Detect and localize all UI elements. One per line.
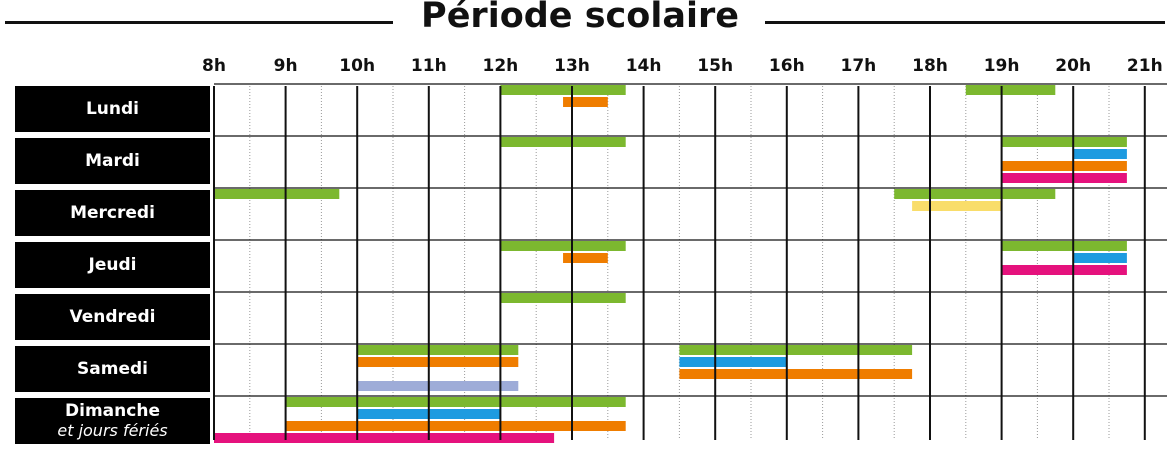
activity-bar-orange [563, 97, 608, 107]
activity-bar-blue [679, 357, 787, 367]
activity-bar-green [965, 85, 1056, 95]
hour-label: 19h [983, 56, 1020, 76]
activity-bar-green [894, 189, 1056, 199]
activity-bar-orange [1001, 161, 1127, 171]
day-label-box: Mercredi [15, 190, 210, 236]
activity-bar-green [357, 345, 519, 355]
activity-bar-green [285, 397, 626, 407]
activity-bar-green [1001, 241, 1127, 251]
hour-label: 9h [273, 56, 298, 76]
activity-bar-green [1001, 137, 1127, 147]
day-label-box: Mardi [15, 138, 210, 184]
day-name: Mardi [85, 151, 140, 171]
day-subtitle: et jours fériés [57, 421, 168, 440]
activity-bar-orange [679, 369, 913, 379]
activity-bar-lavender [357, 381, 519, 391]
activity-bar-orange [357, 357, 519, 367]
activity-bar-green [500, 137, 626, 147]
title-line-right [765, 21, 1165, 24]
hour-label: 10h [339, 56, 376, 76]
day-name: Dimanche [65, 401, 160, 421]
day-label-box: Vendredi [15, 294, 210, 340]
activity-bar-magenta [214, 433, 555, 443]
hour-label: 15h [697, 56, 734, 76]
hour-label: 21h [1126, 56, 1163, 76]
day-name: Samedi [77, 359, 148, 379]
day-label-box: Dimanche et jours fériés [15, 398, 210, 444]
activity-bar-green [214, 189, 340, 199]
hour-label: 13h [554, 56, 590, 76]
activity-bar-green [679, 345, 913, 355]
activity-bar-green [500, 293, 626, 303]
activity-bar-yellow [912, 201, 1002, 211]
chart-title: Période scolaire [421, 0, 739, 36]
activity-bar-orange [285, 421, 626, 431]
day-label-box: Jeudi [15, 242, 210, 288]
hour-label: 16h [768, 56, 805, 76]
day-name: Vendredi [69, 307, 156, 327]
hour-label: 14h [625, 56, 662, 76]
activity-bar-orange [563, 253, 608, 263]
hour-label: 8h [202, 56, 226, 76]
day-name: Jeudi [88, 255, 137, 275]
hour-label: 12h [482, 56, 519, 76]
day-label-box: Samedi [15, 346, 210, 392]
hour-label: 20h [1055, 56, 1092, 76]
activity-bar-blue [1073, 253, 1127, 263]
day-label-box: Lundi [15, 86, 210, 132]
activity-bar-green [500, 241, 626, 251]
activity-bar-blue [1073, 149, 1127, 159]
day-name: Lundi [85, 99, 140, 119]
hour-label: 17h [840, 56, 877, 76]
activity-bar-magenta [1001, 265, 1127, 275]
title-line-left [5, 21, 393, 24]
activity-bar-magenta [1001, 173, 1127, 183]
activity-bar-green [500, 85, 626, 95]
hour-label: 11h [410, 56, 447, 76]
day-name: Mercredi [70, 203, 155, 223]
hour-label: 18h [912, 56, 948, 76]
